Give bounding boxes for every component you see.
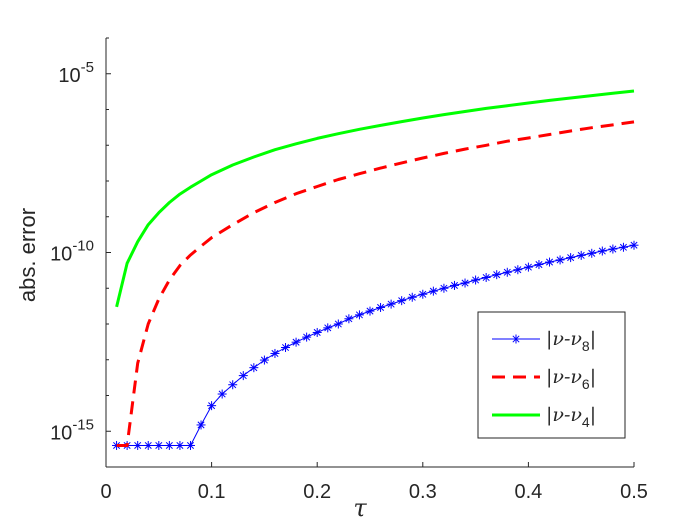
data-point xyxy=(185,440,195,450)
y-tick-label: 10-5 xyxy=(58,59,94,87)
axes xyxy=(105,37,635,468)
data-point xyxy=(418,289,428,299)
data-point xyxy=(281,343,291,353)
data-point xyxy=(555,255,565,265)
data-point xyxy=(587,248,597,258)
data-point xyxy=(629,240,639,250)
y-axis-title: abs. error xyxy=(15,208,40,302)
data-point xyxy=(154,440,164,450)
data-point xyxy=(566,253,576,263)
data-point xyxy=(323,323,333,333)
plot-area xyxy=(112,89,639,450)
data-point xyxy=(460,278,470,288)
data-point xyxy=(259,355,269,365)
data-point xyxy=(217,389,227,399)
data-point xyxy=(439,283,449,293)
data-point xyxy=(376,302,386,312)
data-point xyxy=(397,296,407,306)
legend-box xyxy=(477,311,626,439)
legend: |ν-ν8| |ν-ν6| |ν-ν4| xyxy=(477,311,626,439)
data-point xyxy=(312,327,322,337)
data-point xyxy=(407,292,417,302)
data-point xyxy=(354,310,364,320)
data-point xyxy=(228,380,238,390)
data-point xyxy=(386,299,396,309)
data-point xyxy=(576,250,586,260)
data-point xyxy=(502,267,512,277)
data-point xyxy=(196,420,206,430)
data-point xyxy=(164,440,174,450)
data-point xyxy=(481,272,491,282)
x-tick-label: 0 xyxy=(100,481,111,503)
data-point xyxy=(492,270,502,280)
data-point xyxy=(344,314,354,324)
x-tick-label: 0.5 xyxy=(620,481,648,503)
data-point xyxy=(143,440,153,450)
data-point xyxy=(175,440,185,450)
x-tick-label: 0.1 xyxy=(198,481,226,503)
legend-marker xyxy=(511,334,521,344)
x-axis-title: τ xyxy=(353,494,367,522)
y-tick-label: 10-10 xyxy=(50,238,94,266)
data-point xyxy=(471,275,481,285)
data-point xyxy=(270,348,280,358)
data-point xyxy=(523,262,533,272)
y-tick-label: 10-15 xyxy=(50,416,94,444)
data-point xyxy=(238,371,248,381)
tick-labels: 0 0.1 0.2 0.3 0.4 0.5 10-15 10-10 10-5 xyxy=(50,59,648,503)
data-point xyxy=(333,319,343,329)
data-point xyxy=(291,337,301,347)
data-point xyxy=(428,286,438,296)
legend-label: |ν-ν4| xyxy=(546,404,596,430)
data-point xyxy=(608,244,618,254)
x-tick-label: 0.3 xyxy=(409,481,437,503)
data-point xyxy=(302,332,312,342)
data-point xyxy=(449,280,459,290)
series-line-2 xyxy=(116,120,635,447)
data-point xyxy=(618,242,628,252)
data-point xyxy=(534,260,544,270)
legend-label: |ν-ν6| xyxy=(546,366,596,392)
x-tick-label: 0.2 xyxy=(303,481,331,503)
data-point xyxy=(207,401,217,411)
data-point xyxy=(597,246,607,256)
x-tick-label: 0.4 xyxy=(514,481,542,503)
data-point xyxy=(249,363,259,373)
data-point xyxy=(545,257,555,267)
legend-label: |ν-ν8| xyxy=(546,328,596,354)
data-point xyxy=(365,306,375,316)
series-line-3 xyxy=(115,89,635,308)
data-point xyxy=(133,440,143,450)
data-point xyxy=(513,265,523,275)
